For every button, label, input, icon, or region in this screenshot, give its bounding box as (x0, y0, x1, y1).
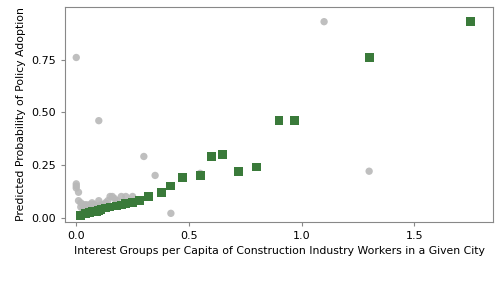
Point (79, 207, 87, 212)
Point (72, 181, 80, 186)
Point (275, 118, 283, 123)
Point (72, 186, 80, 191)
Point (88, 209, 96, 214)
Point (167, 184, 175, 188)
Point (196, 171, 204, 176)
Point (77, 213, 85, 218)
Point (74, 190, 82, 195)
Point (97, 207, 105, 212)
Point (90, 209, 98, 214)
Point (106, 205, 114, 209)
Point (88, 202, 96, 207)
Point (84, 205, 92, 209)
Point (110, 196, 118, 201)
Point (140, 154, 148, 159)
Point (113, 204, 121, 209)
Point (90, 202, 98, 207)
Point (104, 198, 112, 203)
Point (196, 173, 204, 178)
Point (365, 169, 373, 174)
Legend: Green, Traditional: Green, Traditional (200, 307, 358, 308)
Point (77, 200, 85, 205)
Point (92, 209, 100, 214)
Point (128, 200, 136, 205)
Point (144, 194, 152, 199)
Point (97, 202, 105, 207)
Point (118, 194, 126, 199)
Point (82, 202, 90, 207)
Point (72, 184, 80, 188)
Point (88, 200, 96, 205)
X-axis label: Interest Groups per Capita of Construction Industry Workers in a Given City: Interest Groups per Capita of Constructi… (74, 246, 484, 256)
Point (122, 201, 130, 206)
Point (95, 198, 103, 203)
Y-axis label: Predicted Probability of Policy Adoption: Predicted Probability of Policy Adoption (16, 7, 26, 221)
Point (234, 169, 242, 174)
Point (291, 118, 299, 123)
Point (320, 19, 328, 24)
Point (122, 194, 130, 199)
Point (92, 205, 100, 209)
Point (118, 202, 126, 207)
Point (86, 210, 94, 215)
Point (74, 198, 82, 203)
Point (365, 55, 373, 60)
Point (95, 208, 103, 213)
Point (252, 164, 260, 169)
Point (218, 152, 226, 157)
Point (167, 211, 175, 216)
Point (178, 175, 186, 180)
Point (84, 205, 92, 209)
Point (108, 194, 116, 199)
Point (128, 194, 136, 199)
Point (79, 202, 87, 207)
Point (136, 198, 143, 203)
Point (86, 205, 94, 209)
Point (90, 202, 98, 207)
Point (100, 202, 108, 207)
Point (82, 202, 90, 207)
Point (86, 202, 94, 207)
Point (72, 55, 80, 60)
Point (102, 200, 110, 205)
Point (113, 198, 121, 203)
Point (151, 173, 159, 178)
Point (208, 154, 216, 159)
Point (77, 205, 85, 209)
Point (158, 190, 166, 195)
Point (95, 118, 103, 123)
Point (466, 19, 474, 24)
Point (82, 211, 90, 216)
Point (84, 202, 92, 207)
Point (102, 206, 110, 211)
Point (92, 205, 100, 209)
Point (106, 194, 114, 199)
